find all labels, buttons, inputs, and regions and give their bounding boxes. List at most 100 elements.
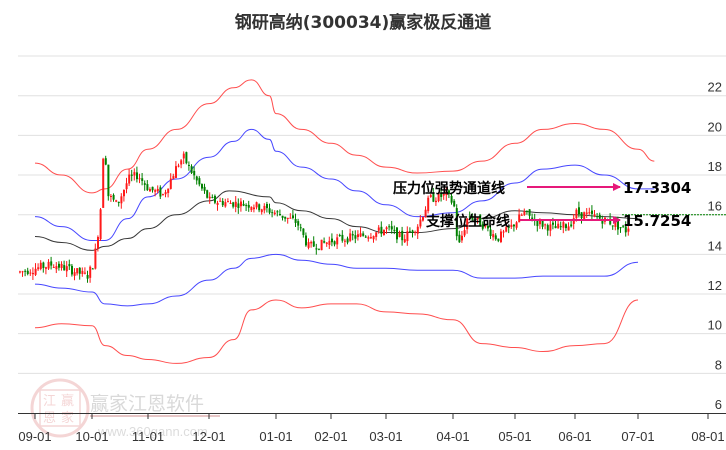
candle-body bbox=[481, 224, 484, 229]
candle-body bbox=[409, 231, 411, 233]
candle-body bbox=[601, 219, 604, 224]
candle-body bbox=[159, 187, 162, 197]
candle-body bbox=[388, 226, 391, 228]
candle-body bbox=[240, 201, 242, 207]
candle-body bbox=[198, 178, 201, 185]
candle-body bbox=[203, 186, 206, 191]
candle-body bbox=[442, 193, 445, 196]
candle-body bbox=[549, 224, 552, 231]
candle-body bbox=[398, 232, 401, 237]
candle-body bbox=[357, 234, 359, 238]
candle-body bbox=[94, 248, 97, 269]
candle-body bbox=[572, 218, 575, 224]
candle-body bbox=[479, 214, 482, 226]
candle-body bbox=[91, 268, 94, 270]
candle-body bbox=[115, 200, 118, 202]
candle-body bbox=[471, 215, 474, 220]
candle-body bbox=[583, 212, 586, 220]
candle-body bbox=[258, 204, 261, 211]
candle-body bbox=[593, 214, 596, 216]
candle-body bbox=[227, 201, 229, 203]
chart-title: 钢研高纳(300034)赢家极反通道 bbox=[234, 13, 492, 33]
candle-body bbox=[97, 237, 99, 249]
candle-body bbox=[406, 231, 409, 242]
candle-body bbox=[487, 225, 489, 229]
annotation-value: 15.7254 bbox=[623, 212, 691, 230]
candle-body bbox=[123, 189, 125, 197]
candle-body bbox=[557, 223, 560, 229]
svg-text:赢: 赢 bbox=[61, 393, 74, 409]
annotation-value: 17.3304 bbox=[623, 179, 691, 197]
watermark: 江 赢 恩 家 赢家江恩软件 www.360gann.com bbox=[30, 378, 220, 439]
candle-body bbox=[617, 219, 619, 230]
candle-body bbox=[229, 202, 232, 204]
candle-body bbox=[297, 221, 300, 226]
candle-body bbox=[146, 184, 149, 191]
candle-body bbox=[307, 242, 310, 248]
watermark-brand: 赢家江恩软件 bbox=[90, 393, 204, 415]
candle-body bbox=[591, 210, 593, 214]
candle-body bbox=[609, 218, 612, 225]
candle-body bbox=[523, 211, 526, 215]
candle-body bbox=[154, 190, 157, 192]
candle-body bbox=[279, 213, 281, 216]
candle-body bbox=[401, 230, 404, 241]
candle-body bbox=[354, 235, 357, 239]
candle-body bbox=[208, 196, 211, 199]
x-tick-label: 07-01 bbox=[621, 429, 654, 444]
candle-body bbox=[19, 271, 21, 273]
candle-body bbox=[63, 265, 66, 271]
candle-body bbox=[312, 241, 315, 247]
candle-body bbox=[351, 234, 354, 236]
candle-body bbox=[494, 235, 497, 240]
outer_lower_band bbox=[34, 299, 639, 364]
candle-body bbox=[562, 222, 565, 228]
x-tick-label: 01-01 bbox=[259, 429, 292, 444]
candle-body bbox=[156, 188, 159, 192]
candle-body bbox=[468, 216, 471, 218]
candle-body bbox=[539, 220, 541, 225]
candle-body bbox=[268, 208, 271, 213]
candle-body bbox=[403, 239, 406, 243]
candle-body bbox=[216, 202, 219, 205]
candle-body bbox=[559, 226, 562, 228]
candle-body bbox=[81, 270, 84, 274]
candle-body bbox=[432, 192, 435, 202]
x-tick-label: 06-01 bbox=[558, 429, 591, 444]
candle-body bbox=[567, 226, 570, 231]
candle-body bbox=[502, 231, 505, 233]
candle-body bbox=[461, 235, 463, 241]
watermark-url: www.360gann.com bbox=[97, 424, 208, 439]
candle-body bbox=[448, 190, 450, 194]
y-tick-label: 12 bbox=[708, 278, 722, 293]
candle-body bbox=[528, 209, 531, 216]
candle-body bbox=[552, 222, 554, 225]
candle-body bbox=[32, 272, 34, 275]
candle-body bbox=[237, 203, 240, 208]
x-tick-label: 05-01 bbox=[498, 429, 531, 444]
candle-body bbox=[130, 174, 133, 176]
candle-body bbox=[110, 195, 112, 197]
candle-body bbox=[383, 229, 385, 236]
candle-body bbox=[289, 217, 292, 219]
candle-body bbox=[42, 262, 45, 269]
candle-body bbox=[536, 220, 539, 227]
candle-body bbox=[440, 192, 443, 197]
candle-body bbox=[185, 152, 188, 164]
candle-body bbox=[263, 205, 266, 211]
candle-body bbox=[362, 233, 365, 236]
candle-body bbox=[271, 212, 274, 214]
candle-body bbox=[310, 241, 313, 244]
candle-body bbox=[182, 153, 185, 159]
candle-body bbox=[299, 227, 302, 229]
candle-body bbox=[255, 202, 258, 208]
y-tick-label: 14 bbox=[708, 238, 722, 253]
svg-text:恩: 恩 bbox=[43, 411, 56, 426]
candle-body bbox=[24, 270, 27, 272]
candle-body bbox=[281, 215, 284, 218]
candle-body bbox=[570, 224, 573, 227]
candle-body bbox=[234, 201, 237, 207]
candle-body bbox=[266, 204, 268, 209]
candle-body bbox=[320, 239, 323, 251]
candle-body bbox=[445, 191, 448, 196]
